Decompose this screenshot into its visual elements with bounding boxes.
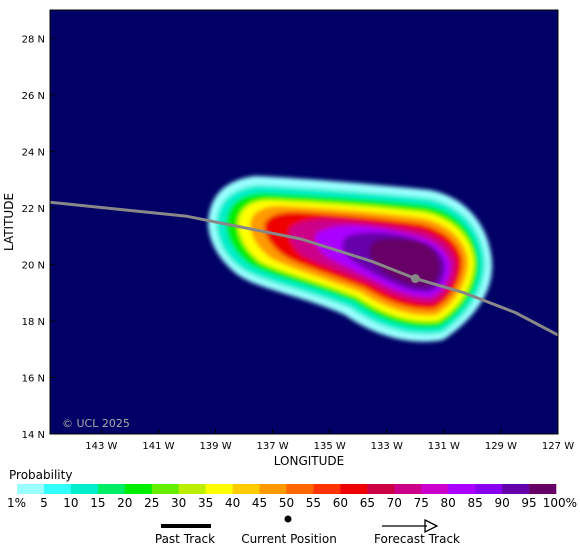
x-axis-label: LONGITUDE xyxy=(274,454,344,468)
forecast-track-symbol xyxy=(382,518,439,534)
longitude-axis: 143 W 141 W 139 W 137 W 135 W 133 W 131 W 129 W… xyxy=(85,429,574,452)
probability-label: 75 xyxy=(414,496,429,510)
probability-color-labels: 1% 5 10 15 20 25 30 35 40 45 50 55 60 65 70 75 80 85 90 95 1… xyxy=(7,496,577,510)
color-swatch xyxy=(448,484,476,494)
probability-label: 100% xyxy=(543,496,577,510)
current-position-label: Current Position xyxy=(241,532,337,546)
color-swatch xyxy=(475,484,503,494)
color-swatch xyxy=(205,484,233,494)
color-swatch xyxy=(367,484,395,494)
probability-label: 15 xyxy=(90,496,105,510)
lon-tick-label: 131 W xyxy=(428,441,460,452)
color-swatch xyxy=(151,484,179,494)
lon-tick-label: 133 W xyxy=(371,441,403,452)
color-swatch xyxy=(259,484,287,494)
plot-frame xyxy=(49,9,559,435)
lon-tick-label: 143 W xyxy=(85,441,117,452)
lon-tick-label: 139 W xyxy=(199,441,231,452)
forecast-track-line xyxy=(50,200,558,337)
color-swatch xyxy=(529,484,557,494)
probability-color-bar xyxy=(17,484,557,494)
color-swatch xyxy=(70,484,99,494)
current-position-marker xyxy=(410,274,420,284)
probability-label: 30 xyxy=(171,496,186,510)
past-track-label: Past Track xyxy=(155,532,215,546)
probability-label: 10 xyxy=(63,496,78,510)
color-swatch xyxy=(232,484,260,494)
probability-label: 85 xyxy=(468,496,483,510)
color-swatch xyxy=(43,484,72,494)
probability-label: 40 xyxy=(225,496,240,510)
probability-label: 20 xyxy=(117,496,132,510)
lat-tick-label: 14 N xyxy=(22,430,45,441)
y-axis-label: LATITUDE xyxy=(2,193,16,251)
color-swatch xyxy=(340,484,368,494)
probability-label: 5 xyxy=(40,496,48,510)
probability-label: 25 xyxy=(144,496,159,510)
lat-tick-label: 28 N xyxy=(22,34,45,45)
lat-tick-label: 26 N xyxy=(22,91,45,102)
color-swatch xyxy=(313,484,341,494)
color-swatch xyxy=(394,484,422,494)
probability-label: 60 xyxy=(333,496,348,510)
lon-tick-label: 135 W xyxy=(314,441,346,452)
color-swatch xyxy=(421,484,449,494)
color-swatch xyxy=(178,484,206,494)
lon-tick-label: 141 W xyxy=(142,441,174,452)
swath-band-10 xyxy=(369,238,440,287)
color-swatch xyxy=(17,484,45,494)
probability-label: 70 xyxy=(387,496,402,510)
probability-label: 90 xyxy=(494,496,509,510)
lat-tick-label: 22 N xyxy=(22,204,45,215)
lon-tick-label: 127 W xyxy=(542,441,574,452)
watermark-text: © UCL 2025 xyxy=(62,417,130,430)
legend-title: Probability xyxy=(9,468,72,482)
color-swatch xyxy=(97,484,126,494)
probability-label: 1% xyxy=(7,496,26,510)
current-position-symbol xyxy=(284,515,292,523)
probability-label: 65 xyxy=(360,496,375,510)
lat-tick-label: 18 N xyxy=(22,317,45,328)
probability-label: 55 xyxy=(306,496,321,510)
probability-label: 80 xyxy=(441,496,456,510)
color-swatch xyxy=(286,484,314,494)
latitude-axis: 28 N 26 N 24 N 22 N 20 N 18 N 16 N 14 N xyxy=(22,34,55,441)
lon-tick-label: 137 W xyxy=(257,441,289,452)
probability-label: 35 xyxy=(198,496,213,510)
lon-tick-label: 129 W xyxy=(485,441,517,452)
lat-tick-label: 20 N xyxy=(22,260,45,271)
color-swatch xyxy=(124,484,153,494)
color-swatch xyxy=(502,484,530,494)
probability-label: 50 xyxy=(279,496,294,510)
probability-label: 45 xyxy=(252,496,267,510)
lat-tick-label: 24 N xyxy=(22,147,45,158)
probability-label: 95 xyxy=(521,496,536,510)
lat-tick-label: 16 N xyxy=(22,373,45,384)
forecast-track-label: Forecast Track xyxy=(374,532,460,546)
